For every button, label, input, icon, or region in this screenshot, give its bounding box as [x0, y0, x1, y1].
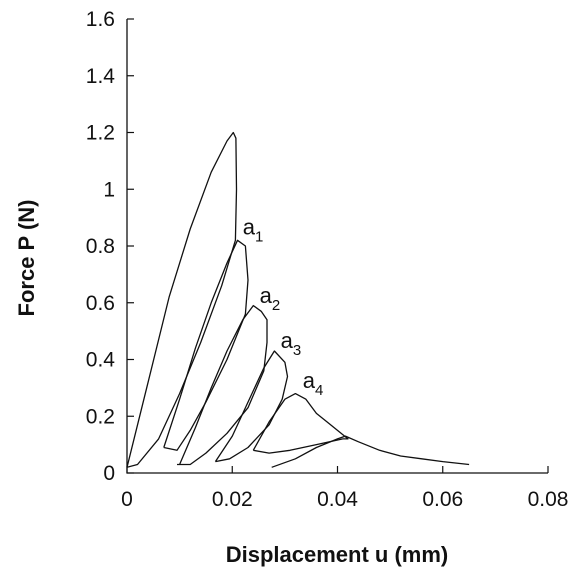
plot-area: [126, 19, 548, 474]
x-axis-title: Displacement u (mm): [226, 542, 449, 567]
curve-3: [177, 304, 268, 466]
annotation-label: a2: [260, 283, 281, 314]
curves-group: [126, 131, 470, 468]
x-tick-label: 0.08: [528, 488, 569, 511]
axes-frame: [126, 19, 548, 474]
y-tick-label: 0.6: [86, 292, 115, 315]
y-tick-label: 1.2: [86, 122, 115, 145]
annotation-label: a1: [243, 215, 264, 246]
y-tick-label: 0.2: [86, 405, 115, 428]
x-tick-label: 0.04: [317, 488, 358, 511]
y-tick-label: 1: [103, 178, 115, 201]
y-axis-title: Force P (N): [14, 200, 39, 317]
y-tick-label: 0.4: [86, 349, 116, 372]
y-tick-label: 0.8: [86, 235, 115, 258]
y-tick-label: 1.6: [86, 8, 115, 31]
y-tick-label: 1.4: [86, 65, 116, 88]
annotation-label: a4: [303, 368, 324, 399]
curve-5: [252, 392, 349, 454]
y-tick-label: 0: [103, 462, 115, 485]
x-tick-label: 0: [121, 488, 133, 511]
x-tick-label: 0.02: [212, 488, 253, 511]
curve-4: [214, 350, 289, 463]
curve-6: [271, 435, 470, 468]
x-tick-label: 0.06: [422, 488, 463, 511]
curve-2: [163, 239, 249, 451]
ticks-group: 0 0.02 0.04 0.06 0.08 0 0.2 0.4 0.6 0.8 1 1.2 1.4 1.6: [86, 8, 569, 511]
annotation-label: a3: [281, 328, 302, 359]
curve-1: [126, 131, 238, 468]
